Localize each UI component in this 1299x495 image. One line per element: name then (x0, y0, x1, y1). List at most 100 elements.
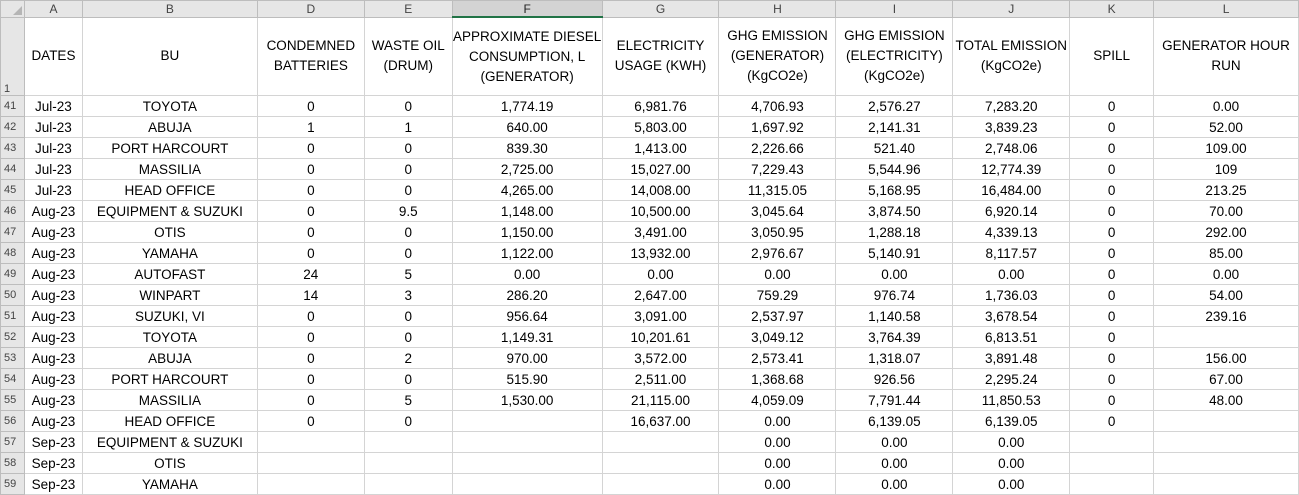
table-cell[interactable]: 2 (363, 347, 453, 369)
header-cell[interactable]: GHG EMISSION (GENERATOR) (KgCO2e) (718, 16, 837, 96)
table-cell[interactable]: PORT HARCOURT (81, 368, 258, 390)
table-cell[interactable]: 0.00 (718, 473, 837, 495)
table-cell[interactable]: Aug-23 (23, 284, 83, 306)
row-number[interactable]: 51 (0, 305, 25, 327)
table-cell[interactable]: 0 (1069, 284, 1155, 306)
table-cell[interactable]: Aug-23 (23, 389, 83, 411)
table-cell[interactable]: TOYOTA (81, 326, 258, 348)
table-cell[interactable]: Aug-23 (23, 326, 83, 348)
table-cell[interactable]: 0.00 (835, 473, 954, 495)
table-cell[interactable]: 0 (256, 242, 365, 264)
table-cell[interactable]: 0 (256, 158, 365, 180)
table-cell[interactable]: 5,544.96 (835, 158, 954, 180)
table-cell[interactable]: 67.00 (1153, 368, 1299, 390)
row-number[interactable]: 46 (0, 200, 25, 222)
table-cell[interactable]: 7,229.43 (718, 158, 837, 180)
table-cell[interactable]: 286.20 (451, 284, 603, 306)
row-number[interactable]: 59 (0, 473, 25, 495)
table-cell[interactable]: 3 (363, 284, 453, 306)
header-cell[interactable]: CONDEMNED BATTERIES (256, 16, 365, 96)
table-cell[interactable] (601, 473, 720, 495)
table-cell[interactable]: 5 (363, 389, 453, 411)
table-cell[interactable]: 0 (1069, 368, 1155, 390)
table-cell[interactable]: 4,265.00 (451, 179, 603, 201)
table-cell[interactable]: 0 (256, 179, 365, 201)
table-cell[interactable]: OTIS (81, 221, 258, 243)
table-cell[interactable]: WINPART (81, 284, 258, 306)
table-cell[interactable]: 0.00 (952, 452, 1071, 474)
table-cell[interactable]: 10,500.00 (601, 200, 720, 222)
table-cell[interactable]: 956.64 (451, 305, 603, 327)
table-cell[interactable]: 7,283.20 (952, 95, 1071, 117)
table-cell[interactable]: 3,049.12 (718, 326, 837, 348)
table-cell[interactable]: 0 (1069, 410, 1155, 432)
table-cell[interactable]: 2,573.41 (718, 347, 837, 369)
table-cell[interactable]: 0 (1069, 179, 1155, 201)
table-cell[interactable]: SUZUKI, VI (81, 305, 258, 327)
table-cell[interactable]: MASSILIA (81, 158, 258, 180)
table-cell[interactable]: MASSILIA (81, 389, 258, 411)
table-cell[interactable] (1153, 326, 1299, 348)
table-cell[interactable]: 2,537.97 (718, 305, 837, 327)
table-cell[interactable]: 85.00 (1153, 242, 1299, 264)
table-cell[interactable]: 1,318.07 (835, 347, 954, 369)
table-cell[interactable]: 2,141.31 (835, 116, 954, 138)
table-cell[interactable]: 15,027.00 (601, 158, 720, 180)
row-number[interactable]: 55 (0, 389, 25, 411)
table-cell[interactable]: 4,059.09 (718, 389, 837, 411)
table-cell[interactable]: 1 (363, 116, 453, 138)
row-number[interactable]: 56 (0, 410, 25, 432)
table-cell[interactable]: 0.00 (718, 410, 837, 432)
table-cell[interactable]: Aug-23 (23, 347, 83, 369)
table-cell[interactable]: 0 (1069, 263, 1155, 285)
table-cell[interactable]: 2,226.66 (718, 137, 837, 159)
table-cell[interactable]: YAMAHA (81, 473, 258, 495)
table-cell[interactable]: Jul-23 (23, 179, 83, 201)
table-cell[interactable]: 0 (256, 305, 365, 327)
table-cell[interactable]: 1 (256, 116, 365, 138)
table-cell[interactable]: 156.00 (1153, 347, 1299, 369)
table-cell[interactable]: 0.00 (835, 452, 954, 474)
table-cell[interactable]: 3,678.54 (952, 305, 1071, 327)
table-cell[interactable] (1069, 473, 1155, 495)
table-cell[interactable]: 5,803.00 (601, 116, 720, 138)
table-cell[interactable]: 14 (256, 284, 365, 306)
table-cell[interactable]: 0 (1069, 116, 1155, 138)
table-cell[interactable]: TOYOTA (81, 95, 258, 117)
table-cell[interactable] (451, 452, 603, 474)
table-cell[interactable]: Jul-23 (23, 95, 83, 117)
column-header-j[interactable]: J (952, 0, 1071, 18)
table-cell[interactable]: 0 (1069, 305, 1155, 327)
column-header-b[interactable]: B (81, 0, 258, 18)
table-cell[interactable]: AUTOFAST (81, 263, 258, 285)
column-header-e[interactable]: E (363, 0, 453, 18)
header-cell[interactable]: ELECTRICITY USAGE (KWH) (601, 16, 720, 96)
table-cell[interactable]: 0.00 (718, 452, 837, 474)
table-cell[interactable]: 6,813.51 (952, 326, 1071, 348)
table-cell[interactable]: 0 (256, 200, 365, 222)
table-cell[interactable]: 0 (1069, 95, 1155, 117)
table-cell[interactable]: Jul-23 (23, 137, 83, 159)
table-cell[interactable]: 5,140.91 (835, 242, 954, 264)
table-cell[interactable]: 6,920.14 (952, 200, 1071, 222)
table-cell[interactable]: 2,647.00 (601, 284, 720, 306)
row-number[interactable]: 1 (0, 16, 25, 96)
table-cell[interactable]: 0.00 (952, 263, 1071, 285)
table-cell[interactable]: 21,115.00 (601, 389, 720, 411)
table-cell[interactable]: 3,839.23 (952, 116, 1071, 138)
table-cell[interactable]: 1,149.31 (451, 326, 603, 348)
table-cell[interactable]: 1,368.68 (718, 368, 837, 390)
table-cell[interactable]: 109 (1153, 158, 1299, 180)
table-cell[interactable]: 2,295.24 (952, 368, 1071, 390)
table-cell[interactable]: Aug-23 (23, 410, 83, 432)
table-cell[interactable]: 3,764.39 (835, 326, 954, 348)
table-cell[interactable]: 0 (1069, 242, 1155, 264)
table-cell[interactable]: 3,091.00 (601, 305, 720, 327)
table-cell[interactable]: 9.5 (363, 200, 453, 222)
table-cell[interactable]: 926.56 (835, 368, 954, 390)
table-cell[interactable]: 976.74 (835, 284, 954, 306)
table-cell[interactable]: ABUJA (81, 347, 258, 369)
table-cell[interactable]: 3,050.95 (718, 221, 837, 243)
table-cell[interactable]: 640.00 (451, 116, 603, 138)
table-cell[interactable]: 839.30 (451, 137, 603, 159)
